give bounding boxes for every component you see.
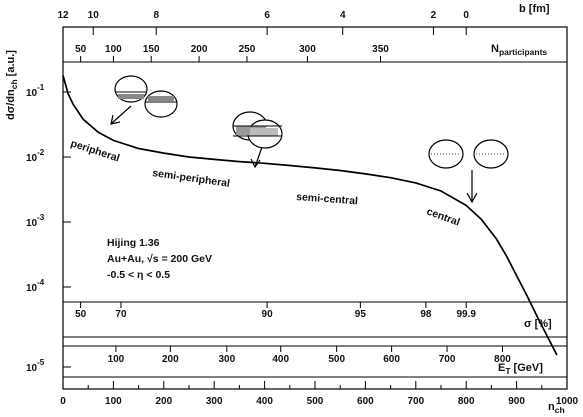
npart-axis: 50 100 150 200 250 300 350: [75, 44, 389, 62]
npart-tick-label: 350: [372, 44, 389, 55]
npart-tick-label: 250: [239, 44, 256, 55]
x-tick-label: 200: [155, 396, 172, 407]
system-label: Au+Au, √s = 200 GeV: [107, 253, 212, 265]
x-tick-label: 0: [60, 396, 66, 407]
npart-tick-label: 100: [105, 44, 122, 55]
b-tick-label: 0: [463, 10, 469, 21]
region-label-central: central: [425, 206, 462, 229]
x-tick-label: 700: [407, 396, 424, 407]
et-tick-label: 200: [162, 354, 179, 365]
et-tick-label: 100: [108, 354, 125, 365]
npart-tick-label: 150: [143, 44, 160, 55]
sigma-tick-label: 90: [262, 309, 274, 320]
arrow-semi: [250, 146, 263, 169]
arrow-central: [466, 170, 478, 204]
arrow-peripheral: [110, 105, 132, 125]
y-tick-label: 10-4: [26, 278, 45, 294]
et-axis: 100 200 300 400 500 600 700 800: [108, 346, 511, 365]
y-tick-label: 10-1: [26, 83, 45, 99]
collision-sketch-peripheral: [114, 75, 178, 118]
x-axis: 0 100 200 300 400 500 600 700 800 900 1000: [60, 381, 579, 407]
y-tick-label: 10-5: [26, 358, 45, 374]
npart-tick-label: 50: [75, 44, 87, 55]
et-tick-label: 500: [328, 354, 345, 365]
et-tick-label: 700: [439, 354, 456, 365]
et-tick-label: 400: [272, 354, 289, 365]
npart-axis-title: Nparticipants: [491, 43, 547, 57]
et-tick-label: 300: [218, 354, 235, 365]
multiplicity-curve: [62, 75, 558, 356]
y-axis: 10-1 10-2 10-3 10-4 10-5: [26, 83, 71, 374]
b-axis-title: b [fm]: [519, 3, 550, 15]
x-tick-label: 300: [206, 396, 223, 407]
region-label-peripheral: peripheral: [69, 137, 121, 164]
region-label-semi-peripheral: semi-peripheral: [152, 167, 231, 190]
cut-label: -0.5 < η < 0.5: [107, 269, 170, 281]
generator-label: Hijing 1.36: [107, 237, 160, 249]
et-tick-label: 600: [383, 354, 400, 365]
x-tick-label: 400: [256, 396, 273, 407]
b-tick-label: 12: [57, 10, 69, 21]
npart-tick-label: 200: [191, 44, 208, 55]
sigma-tick-label: 98: [420, 309, 432, 320]
x-tick-label: 100: [105, 396, 122, 407]
collision-sketch-central: [428, 139, 509, 169]
sigma-axis-title: σ [%]: [524, 318, 552, 330]
b-tick-label: 8: [153, 10, 159, 21]
y-tick-label: 10-2: [26, 148, 45, 164]
x-tick-label: 900: [508, 396, 525, 407]
y-axis-title: dσ/dnch[a.u.]: [5, 50, 19, 120]
collision-sketch-semi: [232, 111, 283, 149]
x-tick-label: 800: [458, 396, 475, 407]
sigma-axis: 50 70 90 95 98 99.9: [75, 302, 476, 320]
x-tick-label: 500: [307, 396, 324, 407]
et-tick-label: 800: [494, 354, 511, 365]
x-tick-label: 600: [357, 396, 374, 407]
b-tick-label: 4: [340, 10, 346, 21]
sigma-tick-label: 99.9: [456, 309, 476, 320]
npart-tick-label: 300: [299, 44, 316, 55]
sigma-tick-label: 95: [355, 309, 367, 320]
b-tick-label: 2: [431, 10, 437, 21]
y-tick-label: 10-3: [26, 213, 45, 229]
b-tick-label: 10: [88, 10, 100, 21]
et-axis-title: ET [GeV]: [498, 362, 543, 376]
x-axis-title: nch: [548, 401, 565, 415]
sigma-tick-label: 50: [75, 309, 87, 320]
sigma-tick-label: 70: [115, 309, 127, 320]
b-axis: 12 10 8 6 4 2 0: [57, 10, 469, 35]
region-label-semi-central: semi-central: [296, 191, 359, 207]
b-tick-label: 6: [264, 10, 270, 21]
x-tick-label: 1000: [556, 396, 579, 407]
